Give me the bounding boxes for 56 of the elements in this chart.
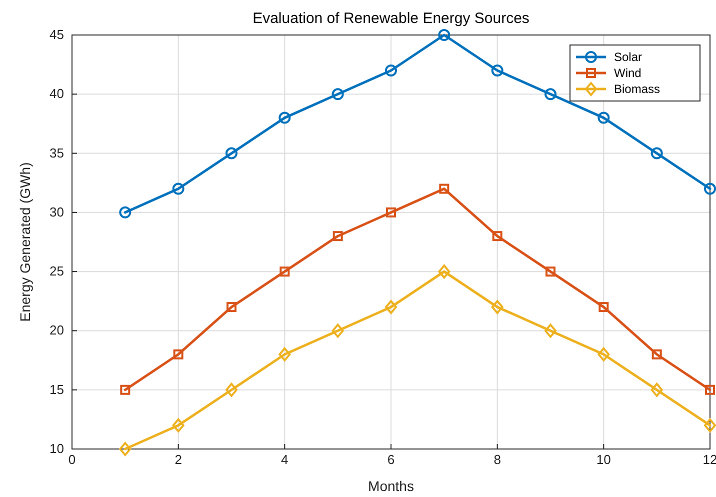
- y-tick-label: 35: [50, 145, 64, 160]
- point: [120, 384, 130, 395]
- point: [119, 442, 132, 456]
- point: [385, 64, 397, 76]
- y-axis-title: Energy Generated (GWh): [17, 162, 33, 322]
- point: [598, 302, 609, 312]
- legend-label: Solar: [614, 50, 642, 64]
- x-tick-label: 6: [387, 452, 395, 467]
- x-tick-label: 4: [281, 452, 288, 467]
- x-tick-label: 10: [596, 452, 611, 467]
- point: [652, 349, 662, 360]
- point: [491, 300, 504, 314]
- x-axis-title: Months: [368, 478, 414, 494]
- legend-label: Biomass: [614, 82, 660, 96]
- y-tick-label: 15: [50, 382, 64, 397]
- point: [226, 302, 236, 312]
- point: [598, 347, 610, 362]
- point: [173, 349, 184, 360]
- point: [492, 231, 502, 242]
- point: [491, 64, 504, 76]
- point: [546, 266, 556, 277]
- chart-title: Evaluation of Renewable Energy Sources: [252, 10, 530, 27]
- point: [705, 384, 715, 395]
- y-tick-label: 30: [50, 204, 64, 220]
- point: [278, 347, 291, 362]
- point: [278, 112, 291, 124]
- x-tick-label: 2: [174, 452, 182, 467]
- point: [226, 147, 238, 160]
- point: [332, 324, 344, 338]
- point: [332, 231, 343, 242]
- point: [704, 182, 716, 195]
- point: [332, 88, 344, 100]
- point: [439, 184, 450, 194]
- legend-label: Wind: [614, 66, 642, 80]
- point: [650, 147, 663, 160]
- point: [119, 206, 132, 218]
- point: [544, 88, 556, 100]
- point: [438, 29, 450, 41]
- y-tick-label: 10: [50, 441, 64, 456]
- point: [280, 266, 290, 277]
- point: [598, 112, 610, 124]
- y-tick-label: 45: [50, 27, 64, 42]
- y-tick-label: 25: [50, 264, 64, 279]
- point: [386, 207, 396, 218]
- point: [544, 324, 556, 338]
- point: [385, 300, 397, 314]
- y-tick-label: 40: [50, 86, 64, 102]
- x-tick-label: 0: [68, 452, 76, 467]
- point: [172, 418, 184, 432]
- x-tick-label: 8: [494, 452, 501, 467]
- point: [438, 264, 450, 279]
- point: [226, 382, 238, 397]
- y-tick-label: 20: [50, 322, 64, 338]
- point: [704, 418, 716, 432]
- point: [172, 182, 184, 195]
- point: [650, 382, 663, 397]
